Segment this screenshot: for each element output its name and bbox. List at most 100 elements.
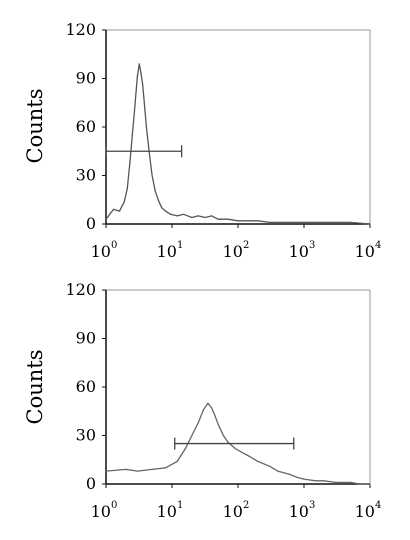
histogram-point — [136, 470, 139, 472]
x-tick-base: 10 — [91, 502, 111, 521]
histogram-point — [191, 434, 193, 437]
x-tick-label: 103 — [289, 240, 316, 261]
histogram-point — [123, 200, 125, 202]
histogram-point — [184, 447, 187, 449]
histogram-point — [151, 174, 153, 177]
x-tick-exponent: 0 — [111, 500, 117, 511]
histogram-point — [249, 455, 251, 458]
histogram-point — [151, 468, 153, 470]
histogram-point — [142, 84, 144, 86]
histogram-point — [176, 215, 178, 217]
y-tick-label: 60 — [76, 117, 96, 136]
histogram-point — [214, 415, 216, 417]
histogram-point — [135, 86, 138, 88]
x-tick-base: 10 — [355, 242, 375, 261]
histogram-point — [154, 191, 156, 193]
histogram-point — [257, 460, 259, 462]
histogram-point — [204, 216, 206, 219]
histogram-point — [222, 434, 224, 437]
histogram-point — [125, 468, 127, 470]
x-tick-label: 104 — [355, 500, 382, 521]
histogram-point — [323, 221, 325, 223]
histogram-point — [249, 220, 251, 222]
x-tick-label: 100 — [91, 500, 118, 521]
histogram-point — [158, 200, 160, 202]
x-tick-base: 10 — [223, 242, 243, 261]
histogram-point — [105, 470, 107, 472]
x-tick-base: 10 — [355, 502, 375, 521]
histogram-point — [297, 476, 299, 479]
y-tick-label: 90 — [76, 69, 96, 88]
histogram-point — [140, 73, 142, 75]
histogram-point — [145, 126, 147, 128]
histogram-point — [133, 110, 136, 112]
histogram-point — [131, 134, 133, 136]
histogram-point — [240, 451, 242, 453]
histogram-point — [165, 210, 167, 212]
histogram-point — [268, 221, 271, 223]
histogram-point — [138, 63, 140, 65]
x-tick-base: 10 — [157, 242, 177, 261]
x-tick-exponent: 3 — [309, 240, 315, 251]
x-tick-label: 100 — [91, 240, 118, 261]
histogram-point — [323, 480, 325, 482]
histogram-point — [349, 221, 351, 223]
y-tick-label: 60 — [76, 377, 96, 396]
histogram-point — [129, 162, 131, 164]
histogram-point — [349, 481, 351, 483]
histogram-point — [183, 213, 185, 215]
histogram-point — [369, 223, 371, 225]
histogram-point — [359, 483, 361, 485]
y-tick-label: 30 — [76, 426, 96, 445]
x-tick-exponent: 1 — [177, 240, 183, 251]
x-tick-exponent: 0 — [111, 240, 117, 251]
y-tick-label: 120 — [65, 20, 96, 39]
x-tick-base: 10 — [289, 242, 309, 261]
x-tick-label: 101 — [157, 240, 184, 261]
histogram-point — [136, 74, 139, 76]
histogram-point — [118, 210, 121, 212]
histogram-point — [217, 423, 219, 425]
histogram-point — [237, 220, 239, 222]
histogram-point — [277, 470, 279, 472]
histogram-point — [217, 218, 219, 220]
histogram-point — [211, 407, 213, 409]
histogram-point — [207, 402, 209, 404]
histogram-point — [161, 207, 163, 209]
x-tick-exponent: 4 — [375, 240, 381, 251]
plot-frame — [105, 289, 371, 485]
histogram-point — [165, 467, 167, 469]
y-axis-title: Counts — [23, 89, 47, 164]
histogram-point — [143, 102, 145, 104]
x-tick-base: 10 — [157, 502, 177, 521]
x-tick-base: 10 — [289, 502, 309, 521]
y-tick-label: 30 — [76, 166, 96, 185]
histogram-point — [303, 478, 305, 480]
x-tick-base: 10 — [91, 242, 111, 261]
histogram-point — [303, 221, 305, 223]
y-tick-label: 0 — [86, 474, 96, 493]
histogram-point — [283, 221, 285, 223]
x-tick-label: 102 — [223, 240, 250, 261]
x-tick-label: 102 — [223, 500, 250, 521]
histogram-point — [227, 218, 229, 220]
histogram-point — [197, 215, 199, 217]
x-tick-label: 103 — [289, 500, 316, 521]
x-tick-label: 104 — [355, 240, 382, 261]
histogram-point — [105, 218, 107, 220]
histogram-point — [126, 187, 128, 189]
histogram-point — [288, 473, 290, 475]
histogram-point — [257, 220, 259, 222]
histogram-point — [369, 483, 371, 485]
histogram-point — [197, 422, 199, 424]
y-tick-label: 120 — [65, 280, 96, 299]
x-tick-exponent: 2 — [243, 240, 249, 251]
y-axis-title: Counts — [23, 350, 47, 425]
x-tick-exponent: 1 — [177, 500, 183, 511]
histogram-point — [112, 208, 115, 210]
x-tick-exponent: 4 — [375, 500, 381, 511]
x-tick-label: 101 — [157, 500, 184, 521]
y-tick-label: 0 — [86, 214, 96, 233]
histogram-point — [268, 465, 271, 467]
